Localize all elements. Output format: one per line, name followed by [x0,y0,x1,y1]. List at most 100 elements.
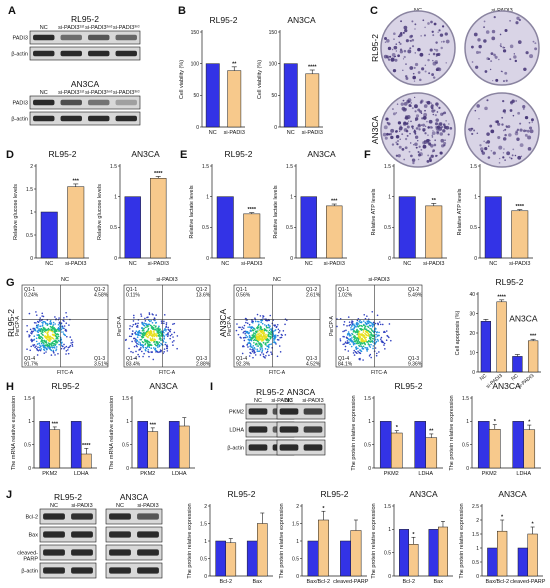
colony-dot [396,103,399,105]
colony-dot [497,122,501,126]
flow-event [162,341,165,343]
flow-event [54,339,56,341]
colony-dot [523,67,527,72]
blot-band [88,115,110,122]
flow-event [157,332,160,335]
flow-event [246,343,249,346]
flow-event [262,317,264,319]
blot-strip [39,562,97,579]
y-tick-label: 1.5 [200,521,207,527]
flow-event [274,341,277,344]
flow-event [363,314,366,316]
flow-event [155,340,158,343]
flow-event [263,337,266,340]
flow-event [264,337,267,339]
flow-event [254,343,257,346]
y-tick-label: 2 [296,504,299,510]
flow-event [365,338,367,341]
flow-event [368,343,370,346]
flow-event [65,312,67,314]
flow-event [360,329,363,331]
flow-event [264,335,267,337]
colony-dot [409,47,412,50]
x-tick-label: LDHA [418,471,433,477]
flow-event [377,340,380,342]
flow-event [159,350,162,353]
flow-event [378,331,380,334]
flow-event [28,336,30,338]
colony-dot [410,154,413,158]
flow-event [64,328,67,331]
colony-dot [429,48,433,52]
y-tick-label: 0.5 [462,442,469,448]
flow-event [250,338,253,341]
colony-dot [524,115,529,120]
flow-event [265,344,267,346]
flow-event [38,342,40,345]
colony-dot [395,141,398,144]
colony-dot [386,39,390,43]
blot-band [137,549,159,556]
blot-row-label: PADI3 [13,36,29,42]
flow-event [63,317,65,319]
blot-cell-line: RL95-2 [54,492,82,502]
flow-event [155,329,157,331]
flow-event [36,324,39,327]
chart-title: RL95-2 [49,149,77,159]
flow-event [350,334,352,337]
flow-event [36,327,39,329]
colony-dot [402,69,404,72]
y-axis-label: The protein relative expression [371,503,377,578]
flow-y-label: PerCP-A [329,315,335,335]
flow-event [347,350,350,352]
flow-event [63,347,65,350]
flow-event [361,347,364,350]
flow-event [57,335,60,338]
flow-event [367,340,370,343]
flow-event [361,342,364,345]
flow-event [41,339,44,342]
flow-event [31,331,34,333]
flow-event [145,340,147,343]
plate-dish [380,10,456,86]
y-tick-label: 0.5 [384,225,391,231]
colony-dot [427,22,430,25]
flow-event [135,344,138,347]
blot-strip [39,508,97,525]
bar [215,540,226,577]
bar [67,186,85,259]
flow-event [149,341,151,344]
colony-dot [413,129,416,132]
flow-event [41,325,44,327]
flow-event [70,339,73,341]
x-tick-label: NC [479,373,489,382]
flow-event [282,330,285,332]
flow-event [159,331,161,334]
flow-event [236,323,238,325]
colony-dot [383,125,388,130]
colony-dot [393,45,398,50]
flow-event [142,334,144,337]
flow-event [235,329,238,332]
western-blot: RL95-2NC si-PADI3Bcl-2Baxcleaved-PARPβ-ac… [17,492,97,579]
flow-event [343,323,345,326]
flow-event [57,333,60,336]
colony-dot [524,133,528,137]
flow-event [252,356,254,359]
x-tick-label: Bax [253,579,263,585]
blot-row-label-line: cleaved- [17,551,38,557]
flow-event [64,334,67,337]
flow-event [171,333,173,336]
flow-event [42,331,44,334]
colony-dot [484,146,488,151]
quadrant-label-line: 5.49% [408,293,423,299]
flow-event [148,331,150,334]
y-tick-label: 1 [388,194,391,200]
flow-event [262,332,264,335]
flow-event [64,346,66,349]
flow-event [68,324,70,326]
flow-event [358,351,360,354]
flow-event [42,315,45,318]
flow-event [360,350,363,353]
